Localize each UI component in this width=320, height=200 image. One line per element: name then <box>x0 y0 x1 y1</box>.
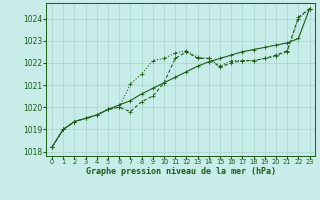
X-axis label: Graphe pression niveau de la mer (hPa): Graphe pression niveau de la mer (hPa) <box>86 167 276 176</box>
